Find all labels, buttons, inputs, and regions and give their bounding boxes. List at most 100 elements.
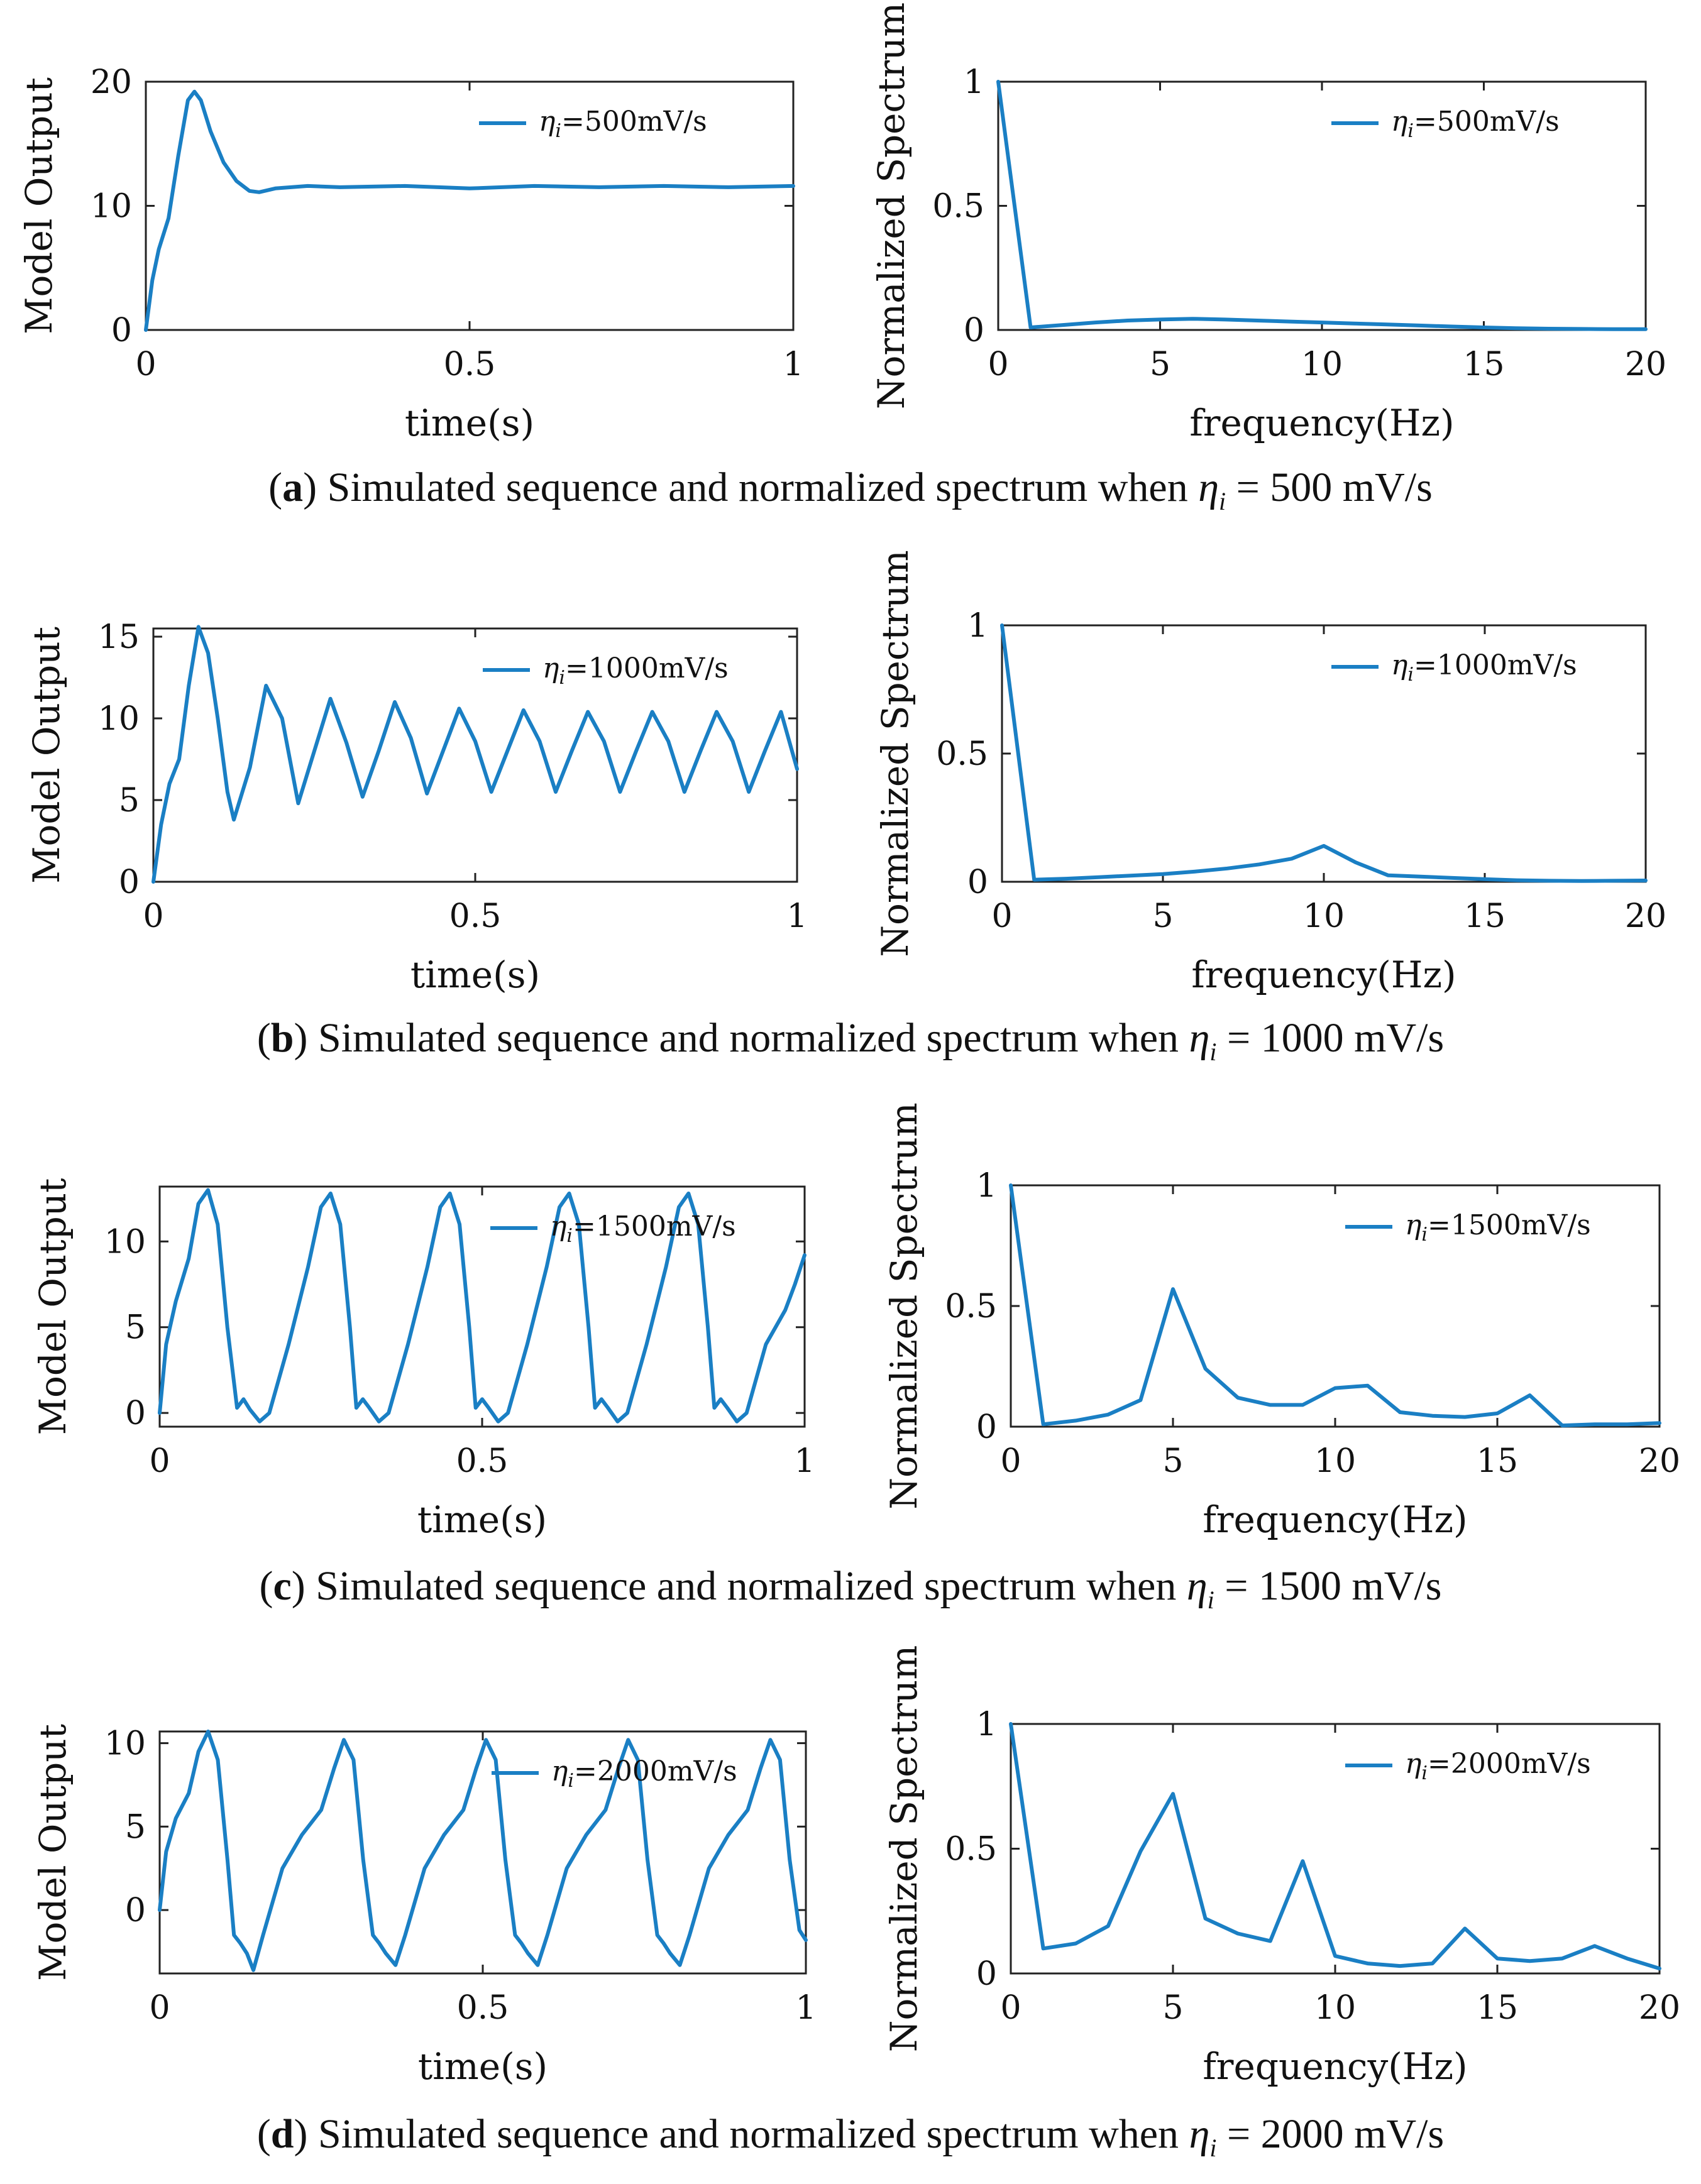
y-tick-label: 1: [967, 607, 988, 645]
y-tick-label: 0: [967, 864, 988, 901]
series-line: [1009, 1183, 1661, 1428]
legend-label: ηi=2000mV/s: [1405, 1748, 1591, 1784]
legend-label: ηi=1000mV/s: [1391, 649, 1577, 686]
y-tick-label: 1: [964, 63, 984, 101]
x-tick-label: 0: [991, 897, 1012, 935]
y-tick-label: 0: [125, 1892, 146, 1929]
series-line: [158, 1730, 808, 1972]
y-axis-label: Model Output: [25, 627, 68, 884]
series-line: [1000, 623, 1648, 883]
y-axis-label: Normalized Spectrum: [874, 550, 917, 957]
y-tick-label: 0.5: [945, 1831, 997, 1868]
x-axis-label: time(s): [405, 402, 534, 444]
chart-c-freq: 0 5 10 15 20 0 0.5 1 frequency(Hz) Normalized Spe…: [883, 1102, 1680, 1541]
x-axis-label: frequency(Hz): [1189, 402, 1454, 444]
chart-d-freq: 0 5 10 15 20 0 0.5 1 frequency(Hz) Normalized Spe…: [883, 1645, 1680, 2088]
x-axis-label: time(s): [417, 1498, 547, 1541]
series-line: [996, 80, 1648, 331]
series-line: [151, 625, 799, 884]
y-tick-label: 5: [125, 1808, 146, 1846]
x-tick-label: 10: [1314, 1989, 1356, 2027]
x-tick-label: 0: [1000, 1442, 1021, 1480]
x-axis-label: frequency(Hz): [1191, 953, 1456, 996]
x-axis-label: time(s): [418, 2045, 548, 2088]
x-tick-label: 1: [794, 1442, 815, 1480]
x-tick-label: 5: [1162, 1442, 1183, 1480]
y-tick-label: 20: [91, 63, 132, 101]
y-tick-label: 0: [119, 864, 140, 901]
x-tick-label: 0.5: [457, 1989, 509, 2027]
y-tick-label: 5: [119, 782, 140, 820]
y-axis-label: Model Output: [31, 1724, 74, 1981]
caption-b: (b) Simulated sequence and normalized sp…: [256, 1015, 1445, 1067]
x-tick-label: 15: [1463, 346, 1504, 383]
x-tick-label: 10: [1303, 897, 1345, 935]
y-tick-label: 0: [976, 1408, 997, 1446]
x-tick-label: 0: [149, 1442, 170, 1480]
y-axis-label: Model Output: [18, 77, 60, 334]
y-tick-label: 0: [111, 312, 132, 349]
x-tick-label: 15: [1464, 897, 1506, 935]
y-tick-label: 15: [98, 618, 140, 656]
legend-label: ηi=1500mV/s: [1405, 1209, 1591, 1246]
y-axis-label: Normalized Spectrum: [883, 1102, 925, 1510]
x-tick-label: 5: [1152, 897, 1173, 935]
y-tick-label: 10: [104, 1725, 146, 1763]
y-tick-label: 5: [125, 1309, 146, 1347]
x-tick-label: 1: [795, 1989, 816, 2027]
y-tick-label: 1: [976, 1167, 997, 1205]
x-axis-label: frequency(Hz): [1203, 2045, 1467, 2088]
x-tick-label: 0: [135, 346, 156, 383]
x-tick-label: 0.5: [444, 346, 496, 383]
series-line: [144, 89, 795, 332]
x-tick-label: 20: [1625, 346, 1666, 383]
y-tick-label: 10: [98, 700, 140, 738]
x-tick-label: 15: [1477, 1989, 1518, 2027]
legend-label: ηi=1000mV/s: [542, 652, 729, 689]
x-tick-label: 0: [143, 897, 163, 935]
y-tick-label: 0: [964, 312, 984, 349]
x-axis-label: frequency(Hz): [1203, 1498, 1467, 1541]
x-tick-label: 20: [1639, 1989, 1680, 2027]
x-tick-label: 10: [1301, 346, 1343, 383]
chart-b-freq: 0 5 10 15 20 0 0.5 1 frequency(Hz) Normalized Spe…: [874, 550, 1666, 996]
y-tick-label: 0.5: [932, 188, 984, 226]
x-tick-label: 10: [1314, 1442, 1356, 1480]
y-tick-label: 10: [91, 188, 132, 226]
y-axis-label: Model Output: [31, 1178, 74, 1435]
y-tick-label: 0.5: [936, 735, 988, 773]
series-line: [1009, 1722, 1661, 1971]
y-tick-label: 0: [976, 1955, 997, 1993]
x-tick-label: 0.5: [449, 897, 502, 935]
y-axis-label: Normalized Spectrum: [883, 1645, 925, 2053]
x-tick-label: 5: [1162, 1989, 1183, 2027]
x-tick-label: 0.5: [456, 1442, 509, 1480]
x-axis-label: time(s): [410, 953, 540, 996]
x-tick-label: 15: [1477, 1442, 1518, 1480]
y-tick-label: 10: [104, 1223, 146, 1261]
caption-c: (c) Simulated sequence and normalized sp…: [259, 1563, 1442, 1615]
x-tick-label: 1: [783, 346, 803, 383]
y-tick-label: 0.5: [945, 1288, 997, 1325]
legend-label: ηi=2000mV/s: [551, 1755, 737, 1792]
series-line: [158, 1188, 806, 1424]
x-tick-label: 20: [1625, 897, 1666, 935]
legend-label: ηi=500mV/s: [539, 106, 707, 142]
y-tick-label: 1: [976, 1706, 997, 1743]
legend-label: ηi=500mV/s: [1391, 106, 1560, 142]
y-tick-label: 0: [125, 1395, 146, 1432]
x-tick-label: 1: [786, 897, 807, 935]
x-tick-label: 0: [1000, 1989, 1021, 2027]
x-tick-label: 0: [149, 1989, 170, 2027]
x-tick-label: 5: [1150, 346, 1170, 383]
x-tick-label: 0: [988, 346, 1008, 383]
caption-d: (d) Simulated sequence and normalized sp…: [256, 2111, 1445, 2163]
caption-a: (a) Simulated sequence and normalized sp…: [268, 464, 1433, 516]
x-tick-label: 20: [1639, 1442, 1680, 1480]
chart-a-freq: 0 5 10 15 20 0 0.5 1 frequency(Hz) Normalized Spe…: [870, 3, 1666, 444]
